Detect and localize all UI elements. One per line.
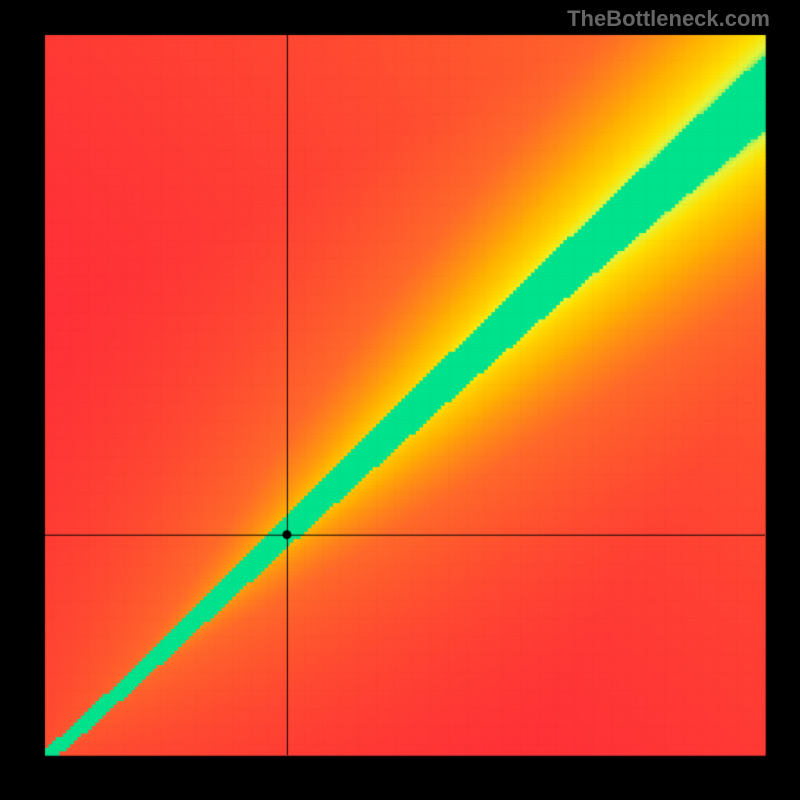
chart-container: TheBottleneck.com [0,0,800,800]
bottleneck-heatmap [0,0,800,800]
watermark-text: TheBottleneck.com [567,6,770,32]
